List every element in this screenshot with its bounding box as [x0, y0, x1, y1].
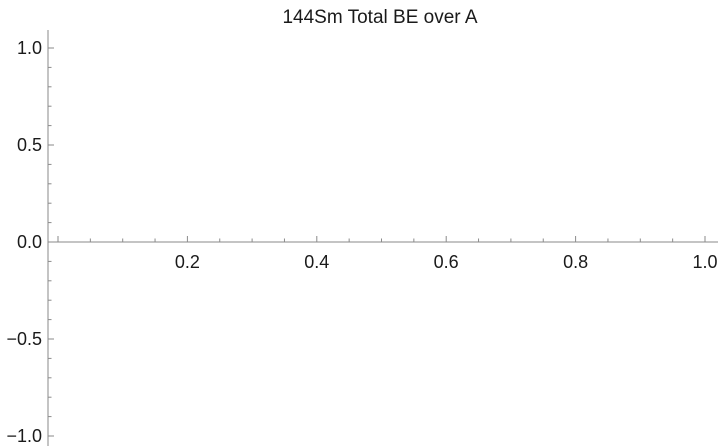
y-tick-label: −1.0: [6, 426, 42, 446]
y-tick-label: 0.0: [17, 232, 42, 252]
axis-tick-labels: 0.2 0.4 0.6 0.8 1.0 1.0 0.5 0.0 −0.5 −1.0: [6, 38, 717, 446]
x-tick-label: 0.2: [175, 252, 200, 272]
x-tick-label: 1.0: [692, 252, 717, 272]
y-tick-label: 1.0: [17, 38, 42, 58]
axis-ticks: [48, 47, 706, 437]
y-tick-label: 0.5: [17, 135, 42, 155]
x-tick-label: 0.4: [304, 252, 329, 272]
chart-title: 144Sm Total BE over A: [282, 7, 477, 28]
x-tick-label: 0.6: [434, 252, 459, 272]
x-tick-label: 0.8: [563, 252, 588, 272]
y-tick-label: −0.5: [6, 329, 42, 349]
